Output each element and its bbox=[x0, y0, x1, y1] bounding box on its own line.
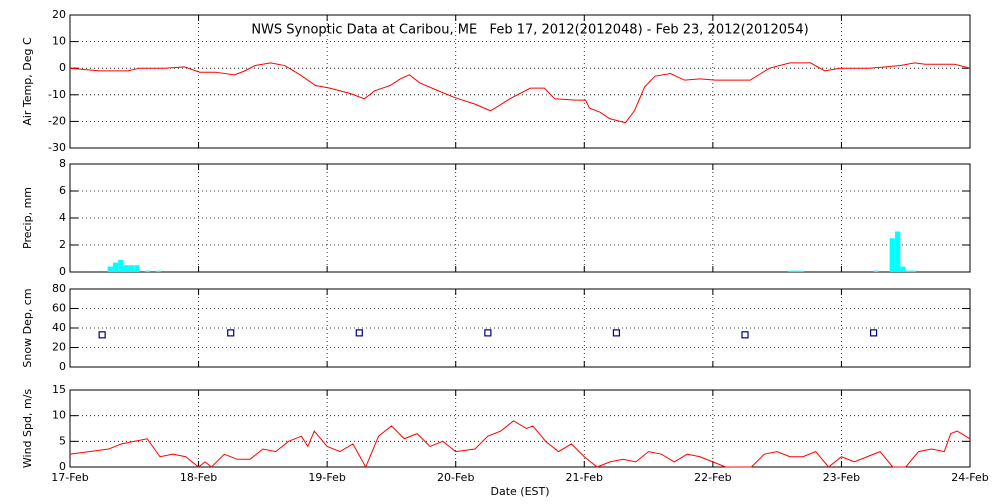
x-tick-label: 20-Feb bbox=[437, 471, 474, 484]
y-axis-label: Air Temp, Deg C bbox=[21, 37, 34, 126]
y-tick-label: 20 bbox=[52, 8, 66, 21]
y-tick-label: 15 bbox=[52, 383, 66, 396]
plot-frame bbox=[69, 163, 971, 273]
y-tick-label: 4 bbox=[59, 211, 66, 224]
x-tick-label: 21-Feb bbox=[566, 471, 603, 484]
bar bbox=[123, 265, 129, 272]
point bbox=[355, 329, 363, 337]
point bbox=[227, 329, 235, 337]
bar bbox=[905, 270, 911, 272]
y-tick-label: 5 bbox=[59, 434, 66, 447]
bar bbox=[134, 265, 140, 272]
y-tick-label: 20 bbox=[52, 341, 66, 354]
x-tick-label: 22-Feb bbox=[694, 471, 731, 484]
y-tick-label: 0 bbox=[59, 460, 66, 473]
x-tick-label: 19-Feb bbox=[308, 471, 345, 484]
bar bbox=[128, 265, 135, 272]
y-tick-label: 10 bbox=[52, 35, 66, 48]
y-axis-label: Snow Dep, cm bbox=[21, 288, 34, 367]
y-tick-label: 60 bbox=[52, 302, 66, 315]
y-axis-label: Wind Spd, m/s bbox=[21, 389, 34, 469]
data-line bbox=[69, 420, 971, 469]
bar bbox=[900, 266, 906, 272]
x-tick-label: 23-Feb bbox=[823, 471, 860, 484]
bar bbox=[911, 270, 917, 272]
bar bbox=[787, 270, 794, 272]
x-axis-label: Date (EST) bbox=[490, 485, 549, 498]
y-tick-label: 10 bbox=[52, 409, 66, 422]
point bbox=[612, 329, 621, 337]
bar bbox=[155, 270, 162, 272]
y-tick-label: 40 bbox=[52, 321, 66, 334]
chart-title: NWS Synoptic Data at Caribou, ME Feb 17,… bbox=[251, 23, 808, 38]
point bbox=[484, 329, 492, 337]
y-tick-label: -30 bbox=[48, 141, 66, 154]
y-tick-label: 0 bbox=[59, 265, 66, 278]
bar bbox=[107, 266, 113, 272]
y-tick-label: -20 bbox=[48, 114, 66, 127]
y-tick-label: -10 bbox=[48, 88, 66, 101]
y-tick-label: 6 bbox=[59, 184, 66, 197]
bar bbox=[793, 270, 799, 272]
bar bbox=[895, 231, 901, 272]
data-line bbox=[69, 62, 971, 124]
bar bbox=[798, 270, 804, 272]
x-tick-label: 17-Feb bbox=[51, 471, 88, 484]
y-tick-label: 80 bbox=[52, 282, 66, 295]
y-tick-label: 0 bbox=[59, 360, 66, 373]
bar bbox=[889, 238, 895, 272]
bar bbox=[873, 270, 879, 272]
point bbox=[98, 331, 106, 339]
y-tick-label: 8 bbox=[59, 157, 66, 170]
bar bbox=[118, 259, 124, 272]
x-tick-label: 24-Feb bbox=[951, 471, 988, 484]
point bbox=[869, 329, 878, 337]
y-axis-label: Precip, mm bbox=[21, 187, 34, 249]
plot-frame bbox=[69, 14, 971, 149]
y-tick-label: 0 bbox=[59, 61, 66, 74]
point bbox=[741, 331, 749, 339]
y-tick-label: 2 bbox=[59, 238, 66, 251]
bar bbox=[112, 262, 119, 272]
bar bbox=[144, 270, 151, 272]
plot-frame bbox=[69, 389, 971, 468]
x-tick-label: 18-Feb bbox=[180, 471, 217, 484]
plot-frame bbox=[69, 288, 971, 368]
